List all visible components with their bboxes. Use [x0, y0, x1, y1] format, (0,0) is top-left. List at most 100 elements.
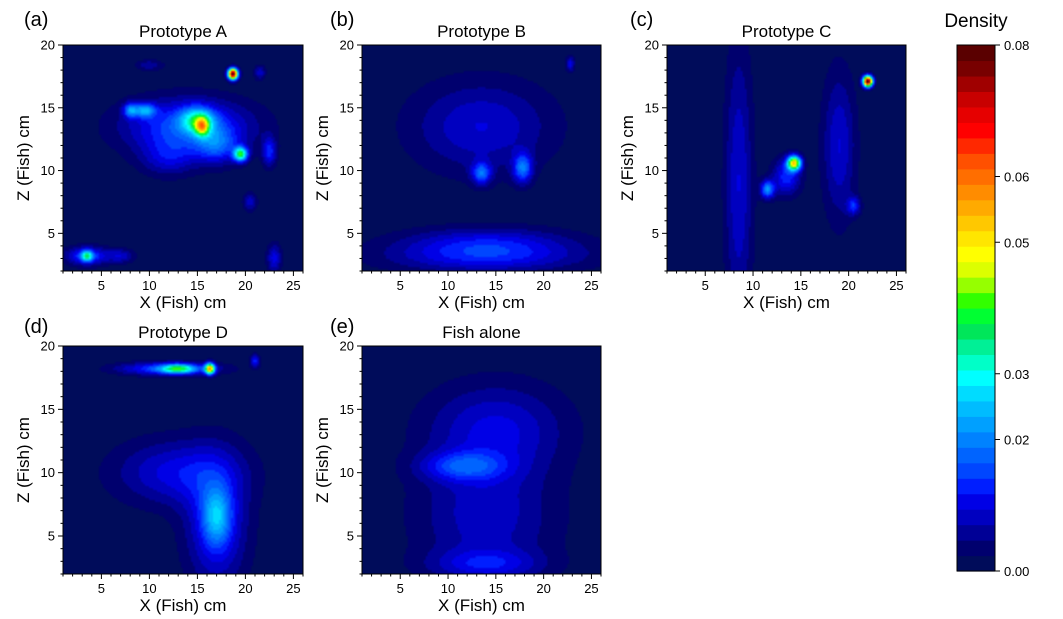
- density-field: [63, 45, 303, 271]
- colorbar-swatch: [957, 122, 995, 139]
- x-tick-label: 20: [841, 278, 855, 293]
- colorbar-swatch: [957, 416, 995, 433]
- colorbar-swatch: [957, 246, 995, 263]
- colorbar-swatch: [957, 277, 995, 294]
- panel-c: 5 10 15 20 25 5 10 15 20 Prototype C X (Fish) cm Z …: [618, 9, 907, 312]
- y-tick-label: 5: [652, 226, 659, 241]
- x-tick-label: 20: [536, 581, 550, 596]
- colorbar-swatch: [957, 230, 995, 247]
- x-tick-label: 15: [489, 278, 503, 293]
- panel-title: Prototype B: [437, 22, 526, 41]
- colorbar-swatch: [957, 354, 995, 371]
- panel-label: (b): [330, 9, 354, 31]
- colorbar-tick-label: 0.00: [1004, 564, 1029, 579]
- colorbar-swatch: [957, 153, 995, 170]
- colorbar-swatch: [957, 292, 995, 309]
- colorbar-swatch: [957, 400, 995, 417]
- panel-label: (d): [24, 316, 48, 338]
- panel-label: (e): [330, 316, 354, 338]
- colorbar-swatch: [957, 199, 995, 216]
- panel-title: Fish alone: [442, 323, 520, 342]
- colorbar-tick-label: 0.03: [1004, 367, 1029, 382]
- panel-d: 5 10 15 20 25 5 10 15 20 Prototype D X (Fish) cm Z …: [14, 316, 304, 615]
- x-tick-label: 25: [889, 278, 903, 293]
- colorbar-swatch: [957, 431, 995, 448]
- x-axis-label: X (Fish) cm: [438, 293, 525, 312]
- colorbar-swatch: [957, 509, 995, 526]
- y-tick-label: 10: [340, 163, 354, 178]
- colorbar-swatch: [957, 555, 995, 572]
- y-tick-label: 5: [347, 226, 354, 241]
- y-tick-label: 20: [340, 339, 354, 354]
- colorbar-swatch: [957, 338, 995, 356]
- y-tick-label: 10: [41, 163, 55, 178]
- density-field: [667, 45, 906, 271]
- colorbar-tick-label: 0.08: [1004, 38, 1029, 53]
- panel-a: 5 10 15 20 25 5 10 15 20 Prototype A X (Fish) cm Z …: [14, 9, 304, 312]
- x-tick-label: 25: [286, 581, 300, 596]
- panel-e: 5 10 15 20 25 5 10 15 20 Fish alone X (Fish) cm Z (…: [313, 316, 602, 615]
- panel-title: Prototype D: [138, 323, 228, 342]
- x-tick-label: 10: [441, 581, 455, 596]
- colorbar-title: Density: [944, 11, 1008, 32]
- y-tick-label: 10: [645, 163, 659, 178]
- colorbar-swatch: [957, 323, 995, 340]
- y-axis-label: Z (Fish) cm: [313, 417, 332, 503]
- x-tick-label: 25: [286, 278, 300, 293]
- x-tick-label: 5: [397, 581, 404, 596]
- x-tick-label: 10: [142, 581, 156, 596]
- y-tick-label: 5: [347, 529, 354, 544]
- x-axis-label: X (Fish) cm: [140, 293, 227, 312]
- x-tick-label: 5: [98, 278, 105, 293]
- x-tick-label: 25: [584, 581, 598, 596]
- y-axis-label: Z (Fish) cm: [313, 115, 332, 201]
- y-tick-label: 20: [645, 38, 659, 53]
- x-axis-label: X (Fish) cm: [438, 596, 525, 615]
- y-tick-label: 15: [340, 402, 354, 417]
- density-field: [362, 45, 601, 271]
- x-tick-label: 20: [536, 278, 550, 293]
- x-tick-label: 15: [190, 278, 204, 293]
- colorbar-swatch: [957, 524, 995, 541]
- colorbar-swatch: [957, 540, 995, 557]
- y-tick-label: 10: [41, 465, 55, 480]
- y-tick-label: 15: [41, 402, 55, 417]
- colorbar-swatch: [957, 478, 995, 495]
- x-tick-label: 10: [142, 278, 156, 293]
- panel-label: (c): [630, 9, 653, 31]
- colorbar-swatch: [957, 385, 995, 402]
- heatmap-panels: 5 10 15 20 25 5 10 15 20 Prototype A X (Fish) cm Z …: [14, 9, 907, 615]
- colorbar-tick-label: 0.05: [1004, 235, 1029, 250]
- x-tick-label: 10: [746, 278, 760, 293]
- x-tick-label: 5: [397, 278, 404, 293]
- colorbar-tick-label: 0.02: [1004, 433, 1029, 448]
- colorbar-swatch: [957, 369, 995, 386]
- colorbar-swatch: [957, 60, 995, 77]
- y-tick-label: 5: [48, 529, 55, 544]
- x-tick-label: 15: [794, 278, 808, 293]
- y-axis-label: Z (Fish) cm: [14, 115, 33, 201]
- panel-label: (a): [24, 9, 48, 31]
- y-tick-label: 15: [340, 100, 354, 115]
- x-tick-label: 5: [702, 278, 709, 293]
- colorbar-swatch: [957, 106, 995, 123]
- x-tick-label: 15: [489, 581, 503, 596]
- colorbar-swatch: [957, 45, 995, 62]
- colorbar-swatch: [957, 91, 995, 108]
- colorbar-swatch: [957, 261, 995, 278]
- y-tick-label: 20: [41, 339, 55, 354]
- y-axis-label: Z (Fish) cm: [618, 115, 637, 201]
- x-axis-label: X (Fish) cm: [743, 293, 830, 312]
- x-tick-label: 20: [238, 581, 252, 596]
- y-tick-label: 15: [41, 100, 55, 115]
- colorbar-swatch: [957, 75, 995, 93]
- y-axis-label: Z (Fish) cm: [14, 417, 33, 503]
- colorbar-swatch: [957, 447, 995, 464]
- panel-title: Prototype A: [139, 22, 228, 41]
- y-tick-label: 10: [340, 465, 354, 480]
- y-tick-label: 15: [645, 100, 659, 115]
- panel-title: Prototype C: [742, 22, 832, 41]
- colorbar-swatch: [957, 215, 995, 232]
- x-tick-label: 10: [441, 278, 455, 293]
